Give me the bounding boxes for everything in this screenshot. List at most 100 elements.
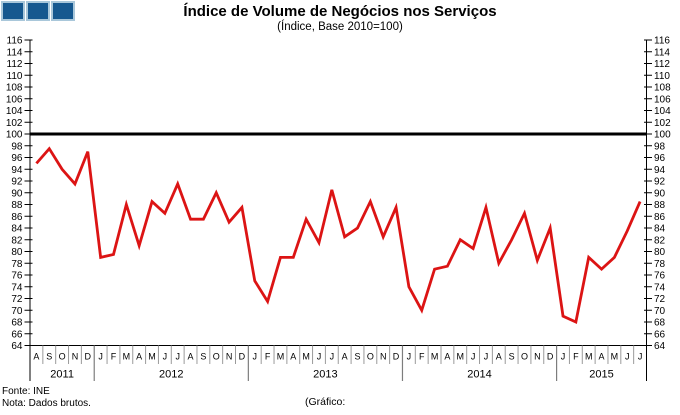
svg-text:2013: 2013 [313,369,337,381]
svg-text:98: 98 [654,141,666,152]
svg-text:O: O [521,352,528,362]
svg-text:J: J [407,352,412,362]
svg-text:80: 80 [654,247,666,258]
svg-text:J: J [330,352,335,362]
svg-text:A: A [33,352,39,362]
svg-text:98: 98 [11,141,23,152]
svg-text:82: 82 [11,235,23,246]
svg-text:M: M [302,352,310,362]
svg-text:116: 116 [7,36,23,47]
svg-text:76: 76 [654,271,666,282]
svg-text:F: F [265,352,271,362]
svg-text:A: A [444,352,450,362]
svg-text:108: 108 [654,83,671,94]
svg-text:94: 94 [11,165,23,176]
svg-text:F: F [419,352,425,362]
svg-text:F: F [573,352,579,362]
svg-text:114: 114 [654,47,670,58]
svg-text:F: F [111,352,117,362]
chart-title: Índice de Volume de Negócios nos Serviço… [183,3,497,20]
svg-text:96: 96 [654,153,666,164]
svg-text:2011: 2011 [50,369,74,381]
svg-text:112: 112 [654,59,670,70]
svg-text:88: 88 [11,200,23,211]
svg-text:N: N [534,352,541,362]
svg-text:M: M [457,352,465,362]
svg-text:104: 104 [6,106,23,117]
footer-note: Nota: Dados brutos. [2,398,91,409]
logo-square [51,1,75,21]
logo-square [1,1,25,21]
svg-text:100: 100 [6,130,23,141]
svg-text:J: J [317,352,322,362]
svg-text:M: M [148,352,156,362]
year-labels: 2011 2012 2013 2014 2015 [50,369,614,381]
svg-text:106: 106 [654,94,671,105]
svg-text:64: 64 [11,341,23,352]
svg-text:S: S [509,352,515,362]
svg-text:110: 110 [7,71,23,82]
svg-text:S: S [355,352,361,362]
svg-text:M: M [431,352,439,362]
svg-text:104: 104 [654,106,671,117]
svg-text:J: J [253,352,258,362]
footer-source: Fonte: INE [2,386,50,397]
svg-text:O: O [367,352,374,362]
svg-text:114: 114 [7,47,23,58]
svg-text:68: 68 [654,318,666,329]
series-line [35,146,642,325]
svg-text:102: 102 [6,118,23,129]
svg-text:70: 70 [654,306,666,317]
svg-text:86: 86 [11,212,23,223]
svg-text:J: J [98,352,103,362]
svg-text:96: 96 [11,153,23,164]
svg-text:92: 92 [11,177,23,188]
svg-text:2015: 2015 [589,369,613,381]
y-axis-right: 6466687072747678808284868890929496981001… [644,36,671,352]
svg-text:J: J [625,352,630,362]
svg-text:A: A [496,352,502,362]
svg-text:70: 70 [11,306,23,317]
svg-text:J: J [175,352,180,362]
svg-text:80: 80 [11,247,23,258]
svg-text:116: 116 [654,36,670,47]
y-axis-left: 6466687072747678808284868890929496981001… [6,36,33,352]
svg-text:M: M [277,352,285,362]
svg-text:J: J [638,352,643,362]
svg-text:M: M [123,352,131,362]
svg-text:2012: 2012 [159,369,183,381]
svg-text:72: 72 [11,294,23,305]
svg-text:S: S [200,352,206,362]
svg-text:J: J [484,352,489,362]
svg-text:O: O [213,352,220,362]
svg-text:J: J [163,352,168,362]
svg-text:D: D [85,352,92,362]
svg-text:78: 78 [654,259,666,270]
svg-text:112: 112 [7,59,23,70]
svg-text:88: 88 [654,200,666,211]
svg-text:J: J [561,352,566,362]
svg-text:82: 82 [654,235,666,246]
logo-square [26,1,50,21]
svg-text:90: 90 [654,188,666,199]
svg-text:A: A [342,352,348,362]
svg-text:102: 102 [654,118,671,129]
chart-subtitle: (Índice, Base 2010=100) [277,21,403,33]
svg-text:64: 64 [654,341,666,352]
svg-text:J: J [471,352,476,362]
svg-text:66: 66 [654,329,666,340]
svg-text:92: 92 [654,177,666,188]
svg-text:O: O [59,352,66,362]
svg-text:S: S [46,352,52,362]
svg-text:66: 66 [11,329,23,340]
svg-text:68: 68 [11,318,23,329]
svg-text:D: D [393,352,400,362]
svg-text:86: 86 [654,212,666,223]
svg-text:100: 100 [654,130,671,141]
svg-text:78: 78 [11,259,23,270]
svg-text:A: A [136,352,142,362]
footer-caption: (Gráfico: [305,396,346,408]
